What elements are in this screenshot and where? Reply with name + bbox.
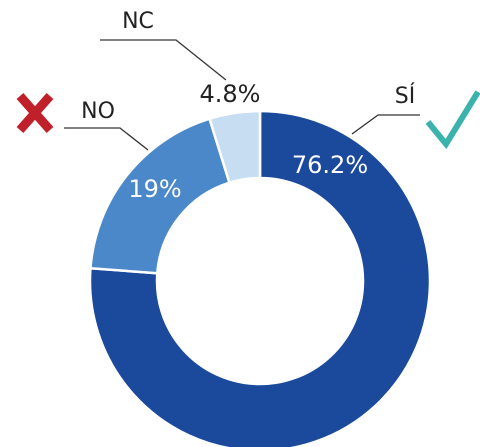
slice-label: 4.8%: [200, 80, 261, 108]
category-label: SÍ: [395, 83, 415, 109]
slice: [207, 109, 262, 185]
slice-label: 19%: [128, 175, 181, 203]
leader-line: [351, 114, 420, 135]
leader-line: [100, 39, 227, 81]
cross-icon: [16, 93, 54, 133]
slice: [88, 109, 432, 447]
slice-label: 76.2%: [292, 151, 368, 179]
check-icon: [425, 90, 480, 150]
leader-line: [64, 127, 149, 151]
donut: [88, 109, 432, 447]
leader-lines: [64, 39, 420, 151]
category-label: NC: [122, 9, 154, 34]
category-label: NO: [81, 99, 115, 124]
